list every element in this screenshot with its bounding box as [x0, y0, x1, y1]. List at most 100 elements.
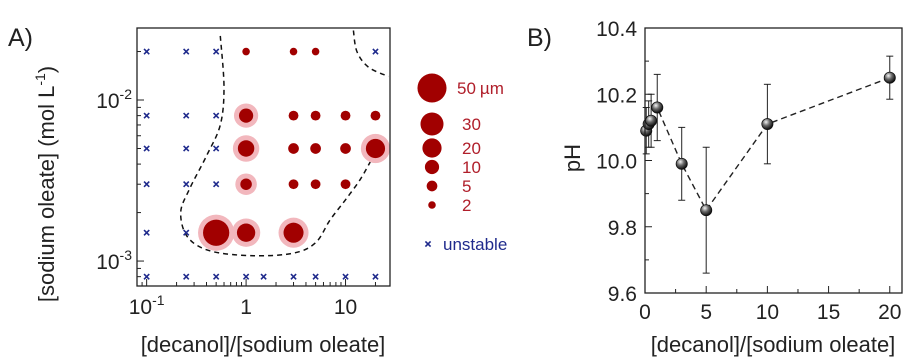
panel-a-unstable-marker-stroke — [183, 145, 190, 152]
panel-a-droplet-marker — [240, 178, 252, 190]
panel-a-y-tick-label: 10-3 — [96, 247, 132, 274]
panel-a-unstable-marker — [183, 112, 190, 119]
panel-a-unstable-marker — [212, 48, 220, 55]
panel-a-unstable-marker — [372, 48, 379, 55]
panel-a-legend-label: 30 — [462, 115, 481, 134]
panel-a-label: A) — [8, 24, 33, 52]
panel-a-droplet-marker — [203, 219, 230, 246]
panel-a-unstable-marker-stroke — [212, 273, 220, 280]
panel-a-legend-label: 50 µm — [457, 79, 504, 98]
panel-a-unstable-marker-stroke — [312, 273, 319, 280]
panel-a-droplet-marker — [310, 110, 321, 121]
panel-b-data-marker — [761, 118, 774, 131]
panel-a-unstable-marker — [212, 112, 220, 119]
panel-a-droplet-marker — [289, 47, 298, 56]
panel-a-unstable-marker — [143, 145, 150, 152]
panel-b-x-axis-title: [decanol]/[sodium oleate] — [651, 332, 896, 357]
panel-a-unstable-marker — [143, 181, 150, 188]
panel-a-unstable-marker — [290, 273, 297, 280]
panel-a-y-axis-title-exp: -1 — [32, 73, 48, 86]
panel-b-series-line — [645, 77, 891, 212]
panel-a-legend-marker — [428, 201, 436, 209]
panel-b-x-tick-label: 20 — [878, 301, 901, 324]
panel-a-x-tick-label-base: 10 — [129, 296, 152, 319]
panel-a-y-tick-label-base: 10 — [96, 90, 119, 113]
panel-a-unstable-marker-stroke — [290, 273, 297, 280]
panel-a-legend-label-unit: µm — [480, 79, 504, 98]
panel-a-legend-label: 2 — [462, 196, 471, 215]
panel-b-x-tick-label: 5 — [700, 301, 712, 324]
panel-a-unstable-marker-stroke — [143, 273, 150, 280]
panel-a-unstable-marker — [183, 181, 190, 188]
panel-a-unstable-marker-stroke — [212, 112, 220, 119]
panel-a-legend-marker — [420, 112, 444, 136]
panel-a-unstable-marker — [260, 273, 267, 280]
panel-a-legend-label: 5 — [462, 177, 471, 196]
panel-a-unstable-marker-stroke — [143, 48, 150, 55]
panel-b-plot-frame — [644, 27, 903, 294]
panel-a-droplet-marker — [237, 140, 255, 157]
panel-a-droplet-marker — [340, 110, 351, 121]
panel-a-unstable-marker-stroke — [143, 229, 150, 236]
panel-a-unstable-marker-stroke — [212, 181, 220, 188]
panel-a-y-tick-label-exp: -2 — [120, 86, 133, 102]
panel-b-y-tick-label: 9.8 — [608, 217, 637, 240]
panel-a-droplet-marker — [238, 108, 254, 123]
panel-a-unstable-marker-stroke — [183, 181, 190, 188]
panel-a-unstable-marker-stroke — [212, 145, 220, 152]
panel-a-legend-marker — [426, 180, 438, 192]
panel-a-unstable-marker-stroke — [260, 273, 267, 280]
panel-a-unstable-marker — [183, 145, 190, 152]
panel-a-legend-label: 10 — [462, 158, 481, 177]
panel-b-tick-labels: 0 5 10 15 20 9.6 9.8 10.0 10.2 10.4 — [596, 18, 901, 324]
panel-a-legend-label-value: 5 — [462, 177, 471, 196]
panel-a-x-tick-label: 1 — [240, 296, 252, 319]
panel-a-droplet-marker — [242, 47, 250, 56]
panel-a-droplet-marker — [340, 179, 351, 190]
panel-a-unstable-marker-stroke — [372, 48, 379, 55]
panel-a-legend-unstable-stroke — [424, 240, 432, 248]
panel-b-y-axis-title: pH — [560, 144, 585, 172]
panel-a-droplet-marker — [288, 179, 299, 190]
panel-a-y-axis-title: [sodium oleate] (mol L-1) — [32, 66, 59, 302]
panel-a-unstable-marker — [183, 229, 190, 236]
panel-b-y-tick-label: 10.2 — [596, 84, 637, 107]
panel-b-data-marker — [651, 101, 664, 114]
panel-a-droplet-marker — [288, 143, 299, 154]
panel-a-unstable-marker-stroke — [372, 273, 379, 280]
panel-b-data-marker — [645, 114, 658, 127]
panel-a-unstable-marker-stroke — [143, 145, 150, 152]
panel-a-legend-unstable-marker — [424, 240, 432, 248]
panel-a-unstable-marker — [143, 273, 150, 280]
panel-a-unstable-marker — [212, 273, 220, 280]
panel-a-unstable-marker — [242, 273, 250, 280]
panel-a-legend-marker — [424, 159, 440, 175]
panel-a-droplet-marker — [283, 222, 304, 243]
panel-b-y-tick-label: 10.4 — [596, 18, 637, 41]
panel-a-unstable-marker-stroke — [183, 273, 190, 280]
panel-a-y-tick-label-exp: -3 — [120, 247, 133, 263]
panel-b-x-tick-label: 10 — [756, 301, 779, 324]
panel-a-unstable-marker — [183, 273, 190, 280]
panel-a-legend-label: 20 — [462, 139, 481, 158]
panel-a-x-tick-label: 10-1 — [129, 292, 165, 319]
panel-a-legend-label-value: 2 — [462, 196, 471, 215]
panel-a-unstable-marker — [212, 181, 220, 188]
panel-a-unstable-marker-stroke — [183, 48, 190, 55]
panel-a-boundary-curve — [179, 35, 372, 257]
panel-a-unstable-marker — [212, 145, 220, 152]
panel-a-legend-label-value: 50 — [457, 79, 476, 98]
panel-a-droplet-markers — [203, 47, 386, 246]
panel-b-y-tick-label: 9.6 — [608, 283, 637, 306]
panel-a-unstable-marker-stroke — [143, 181, 150, 188]
panel-a-droplet-marker — [236, 223, 256, 242]
panel-b-data-marker — [700, 204, 713, 217]
panel-a-y-tick-label: 10-2 — [96, 86, 132, 113]
panel-a-unstable-marker-stroke — [342, 273, 349, 280]
panel-b-data-marker — [675, 157, 688, 170]
panel-a-boundary-curve — [352, 30, 389, 78]
panel-a-unstable-marker — [183, 48, 190, 55]
panel-a-droplet-marker — [310, 179, 321, 190]
panel-a-legend-unstable-label: unstable — [443, 235, 507, 254]
